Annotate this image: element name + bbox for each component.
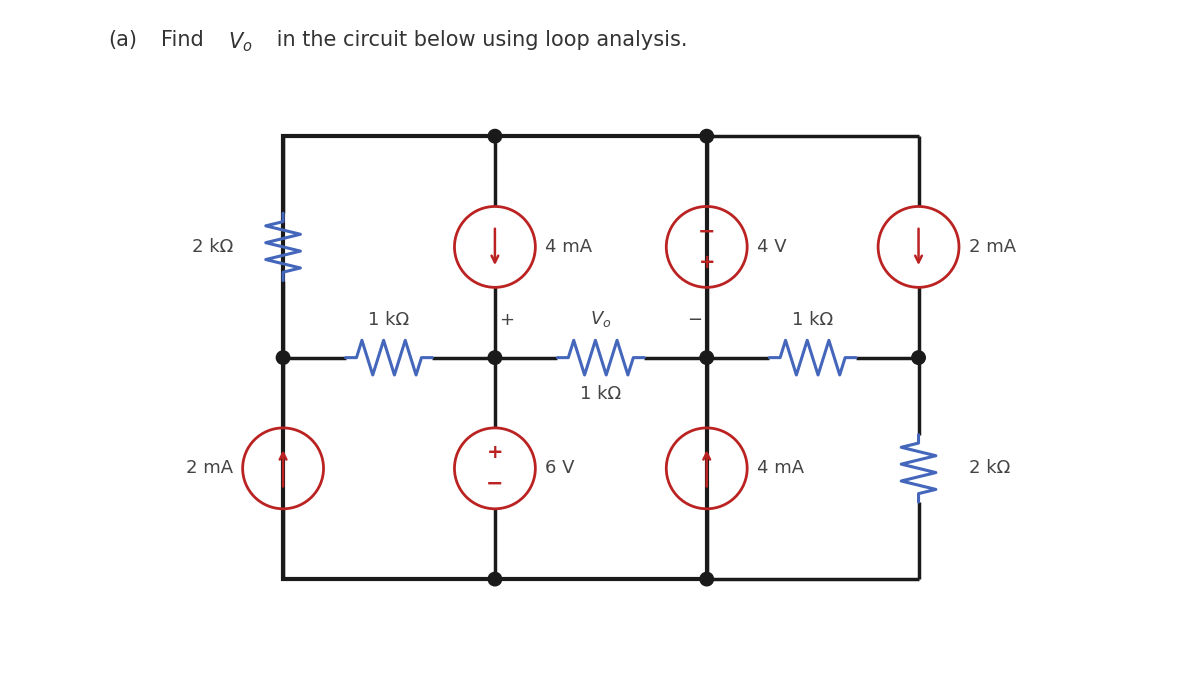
Bar <box>283 136 707 579</box>
Text: 1 kΩ: 1 kΩ <box>368 310 410 329</box>
Text: +: + <box>499 310 514 329</box>
Text: 4 mA: 4 mA <box>545 238 592 256</box>
Text: 1 kΩ: 1 kΩ <box>791 310 833 329</box>
Text: $V_o$: $V_o$ <box>590 309 611 329</box>
Circle shape <box>489 572 502 586</box>
Text: +: + <box>486 443 503 462</box>
Circle shape <box>277 351 290 365</box>
Text: (a): (a) <box>107 30 137 50</box>
Text: 1 kΩ: 1 kΩ <box>581 385 621 402</box>
Text: −: − <box>486 474 504 493</box>
Text: $V_o$: $V_o$ <box>228 30 253 54</box>
Circle shape <box>700 351 714 365</box>
Text: 6 V: 6 V <box>545 459 575 477</box>
Circle shape <box>489 129 502 143</box>
Text: 4 mA: 4 mA <box>757 459 803 477</box>
Text: −: − <box>699 221 715 242</box>
Text: Find: Find <box>161 30 210 50</box>
Circle shape <box>489 351 502 365</box>
Text: 2 mA: 2 mA <box>186 459 232 477</box>
Circle shape <box>700 129 714 143</box>
Text: in the circuit below using loop analysis.: in the circuit below using loop analysis… <box>269 30 687 50</box>
Circle shape <box>700 572 714 586</box>
Text: 2 mA: 2 mA <box>969 238 1016 256</box>
Circle shape <box>912 351 925 365</box>
Text: 2 kΩ: 2 kΩ <box>192 238 232 256</box>
Text: −: − <box>688 310 703 329</box>
Text: 4 V: 4 V <box>757 238 787 256</box>
Text: +: + <box>699 253 715 271</box>
Text: 2 kΩ: 2 kΩ <box>969 459 1010 477</box>
